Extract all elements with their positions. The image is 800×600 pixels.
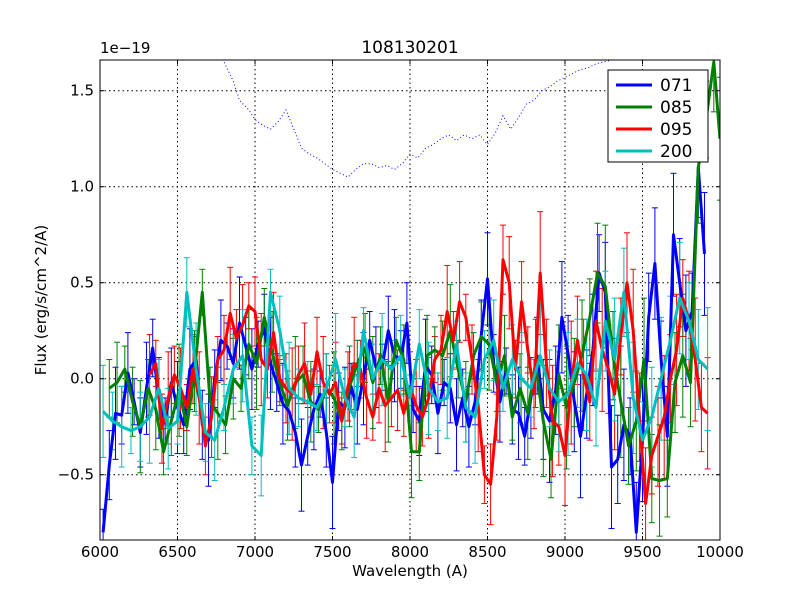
series-line-sky <box>222 60 612 178</box>
legend-label-071: 071 <box>660 76 692 96</box>
x-axis-label: Wavelength (A) <box>352 562 468 580</box>
x-tick-label: 8500 <box>468 543 506 561</box>
y-tick-label: 0.5 <box>70 274 94 292</box>
chart-title: 108130201 <box>361 38 458 58</box>
x-tick-label: 10000 <box>696 543 744 561</box>
x-tick-label: 8000 <box>391 543 429 561</box>
series-group <box>100 60 720 540</box>
x-tick-label: 7500 <box>313 543 351 561</box>
y-tick-label: 1.0 <box>70 178 94 196</box>
series-line-095 <box>148 258 709 505</box>
legend-label-200: 200 <box>660 142 692 162</box>
x-tick-label: 6500 <box>158 543 196 561</box>
y-axis-label: Flux (erg/s/cm^2/A) <box>32 225 50 376</box>
x-tick-label: 9000 <box>546 543 584 561</box>
series-line-200 <box>102 290 709 457</box>
legend-label-095: 095 <box>660 120 692 140</box>
y-offset-text: 1e−19 <box>100 39 150 57</box>
y-tick-label: 0.0 <box>70 370 94 388</box>
y-tick-label: −0.5 <box>58 466 94 484</box>
series-line-085 <box>108 60 720 482</box>
x-tick-label: 7000 <box>236 543 274 561</box>
legend-label-085: 085 <box>660 98 692 118</box>
x-tick-label: 6000 <box>81 543 119 561</box>
y-tick-label: 1.5 <box>70 82 94 100</box>
axis-ticks: 6000 6500 7000 7500 8000 8500 9000 9500 10000 −0.… <box>58 60 744 561</box>
x-tick-label: 9500 <box>623 543 661 561</box>
